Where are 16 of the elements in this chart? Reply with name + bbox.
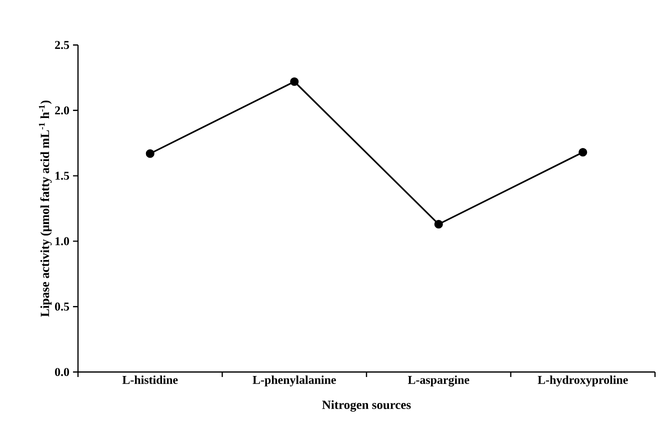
- x-axis-title: Nitrogen sources: [322, 400, 411, 412]
- point: [434, 220, 443, 228]
- y-tick-label: 0.5: [55, 302, 70, 311]
- y-axis-title: Lipase activity (μmol fatty acid mL$^{-1}$ h$^{-1}$): [38, 100, 52, 317]
- y-tick-label: 2.0: [55, 106, 70, 114]
- y-tick-label: 1.5: [56, 172, 70, 180]
- y-tick-label: 2.5: [55, 40, 70, 50]
- x-tick-label: L-hydroxyproline: [538, 376, 628, 386]
- point: [290, 77, 299, 86]
- x-tick-label: L-histidine: [122, 376, 178, 384]
- x-tick-label: L-phenylalanine: [252, 376, 336, 386]
- y-tick-label: 0.0: [55, 368, 70, 376]
- point: [578, 148, 588, 157]
- point: [146, 149, 154, 158]
- x-tick-label: L-aspargine: [408, 376, 470, 386]
- y-tick-label: 1.0: [56, 237, 70, 246]
